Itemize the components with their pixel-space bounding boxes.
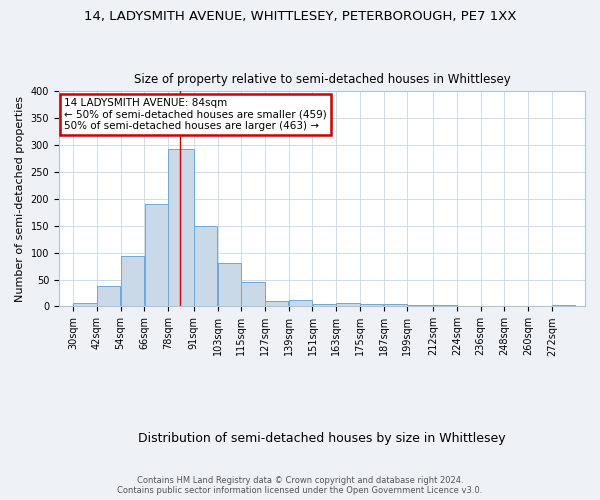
Text: 14 LADYSMITH AVENUE: 84sqm
← 50% of semi-detached houses are smaller (459)
50% o: 14 LADYSMITH AVENUE: 84sqm ← 50% of semi… [64, 98, 327, 131]
Bar [552, 305, 575, 306]
Bar [194, 226, 217, 306]
Bar [360, 304, 383, 306]
Text: 14, LADYSMITH AVENUE, WHITTLESEY, PETERBOROUGH, PE7 1XX: 14, LADYSMITH AVENUE, WHITTLESEY, PETERB… [84, 10, 516, 23]
Bar [97, 286, 121, 306]
Bar [218, 264, 241, 306]
Text: Contains HM Land Registry data © Crown copyright and database right 2024.
Contai: Contains HM Land Registry data © Crown c… [118, 476, 482, 495]
Bar [289, 300, 312, 306]
Bar [73, 303, 97, 306]
Bar [169, 149, 194, 306]
Bar [265, 301, 289, 306]
Bar [121, 256, 144, 306]
Title: Size of property relative to semi-detached houses in Whittlesey: Size of property relative to semi-detach… [134, 73, 511, 86]
Bar [407, 305, 433, 306]
X-axis label: Distribution of semi-detached houses by size in Whittlesey: Distribution of semi-detached houses by … [138, 432, 506, 445]
Bar [384, 304, 407, 306]
Y-axis label: Number of semi-detached properties: Number of semi-detached properties [15, 96, 25, 302]
Bar [313, 304, 336, 306]
Bar [145, 204, 168, 306]
Bar [337, 303, 359, 306]
Bar [241, 282, 265, 306]
